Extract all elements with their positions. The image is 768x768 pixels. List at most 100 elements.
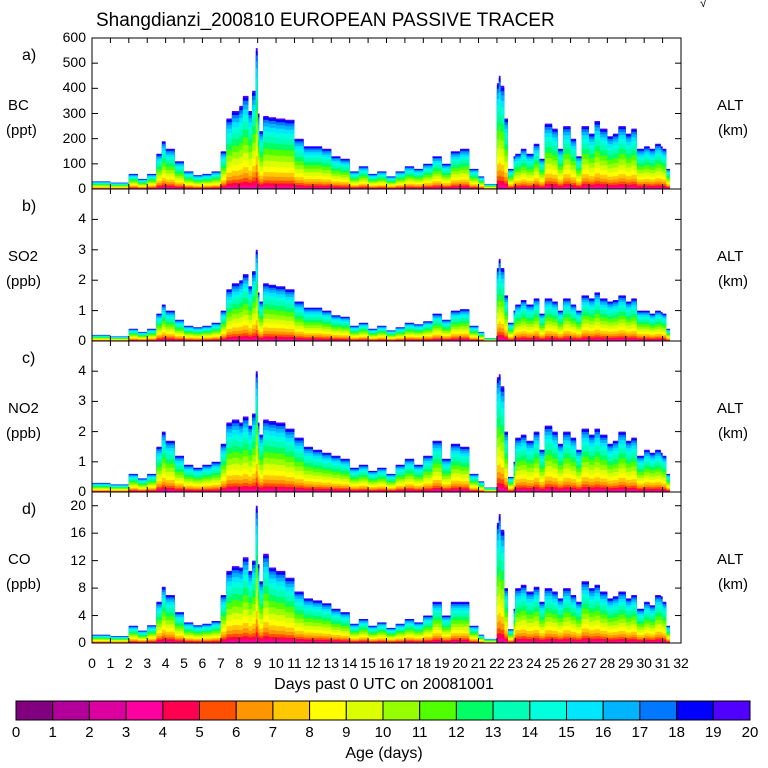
xtick-label-12: 12 [305, 655, 321, 671]
colorbar-swatch-15 [566, 700, 604, 721]
xtick-label-24: 24 [525, 655, 542, 671]
ytick-label-a-2: 200 [62, 129, 86, 146]
colorbar-swatch-17 [639, 700, 678, 721]
xtick-label-30: 30 [636, 655, 652, 671]
xtick-label-9: 9 [253, 655, 262, 671]
ytick-label-a-6: 600 [62, 29, 86, 45]
colorbar-tick-10: 10 [374, 724, 392, 741]
xtick-label-8: 8 [235, 655, 244, 671]
xtick-label-1: 1 [106, 655, 115, 671]
xtick-label-16: 16 [378, 655, 395, 671]
xtick-label-21: 21 [470, 655, 487, 671]
colorbar-tick-19: 19 [704, 724, 722, 741]
ytick-label-a-0: 0 [78, 180, 86, 196]
variable-label-a: BC [8, 97, 29, 114]
ytick-label-d-0: 0 [78, 634, 86, 650]
xtick-label-14: 14 [341, 655, 358, 671]
colorbar-swatch-3 [125, 700, 164, 721]
ytick-label-a-3: 300 [62, 104, 86, 121]
panel-label-a: a) [22, 47, 37, 64]
xtick-label-13: 13 [323, 655, 340, 671]
alt-unit-d: (km) [718, 576, 748, 593]
colorbar-swatch-11 [419, 700, 457, 721]
xtick-label-17: 17 [397, 655, 413, 671]
colorbar-tick-13: 13 [484, 724, 502, 741]
xtick-label-27: 27 [581, 655, 597, 671]
colorbar-tick-6: 6 [232, 724, 241, 741]
colorbar-swatch-16 [602, 700, 641, 721]
colorbar-swatch-6 [235, 700, 274, 721]
alt-label-c: ALT [717, 400, 744, 417]
xtick-label-6: 6 [198, 655, 207, 671]
ytick-label-c-2: 2 [78, 422, 86, 439]
variable-label-c: NO2 [8, 400, 39, 417]
ytick-label-c-1: 1 [78, 452, 86, 469]
unit-label-d: (ppb) [6, 576, 42, 593]
colorbar-tick-4: 4 [158, 724, 167, 741]
ytick-label-d-3: 12 [70, 551, 86, 568]
ytick-label-c-4: 4 [78, 362, 86, 379]
ytick-label-d-4: 16 [70, 524, 86, 541]
xtick-label-20: 20 [452, 655, 468, 671]
colorbar-tick-1: 1 [48, 724, 57, 741]
ytick-label-b-2: 2 [78, 271, 86, 288]
colorbar-tick-17: 17 [631, 724, 649, 741]
colorbar-tick-7: 7 [268, 724, 278, 741]
ytick-label-b-1: 1 [78, 301, 86, 318]
ytick-label-b-0: 0 [78, 332, 86, 348]
colorbar-tick-14: 14 [521, 724, 539, 741]
colorbar-swatch-18 [676, 700, 714, 721]
colorbar-tick-3: 3 [121, 724, 131, 741]
colorbar-swatch-13 [492, 700, 531, 721]
unit-label-b: (ppb) [6, 273, 42, 290]
colorbar-swatch-19 [712, 700, 751, 721]
xtick-label-32: 32 [673, 655, 689, 671]
xtick-label-25: 25 [544, 655, 560, 671]
colorbar-tick-18: 18 [668, 724, 685, 741]
variable-label-d: CO [8, 551, 31, 568]
x-axis-label: Days past 0 UTC on 20081001 [274, 676, 494, 693]
chart-title: Shangdianzi_200810 EUROPEAN PASSIVE TRAC… [96, 10, 555, 31]
xtick-label-4: 4 [161, 655, 170, 671]
unit-label-c: (ppb) [6, 425, 42, 442]
colorbar-swatch-0 [15, 700, 54, 721]
panel-label-b: b) [22, 198, 37, 215]
colorbar-tick-11: 11 [411, 724, 428, 741]
ytick-label-a-1: 100 [62, 154, 86, 171]
xtick-label-18: 18 [415, 655, 432, 671]
alt-unit-a: (km) [718, 122, 748, 139]
xtick-label-15: 15 [360, 655, 376, 671]
colorbar-swatch-4 [162, 700, 201, 721]
alt-unit-c: (km) [718, 425, 748, 442]
alt-label-a: ALT [717, 97, 744, 114]
area-band-d-3 [92, 638, 670, 643]
variable-label-b: SO2 [8, 248, 39, 265]
xtick-label-2: 2 [124, 655, 133, 671]
colorbar-tick-12: 12 [448, 724, 465, 741]
alt-label-b: ALT [717, 248, 744, 265]
colorbar-swatch-1 [52, 700, 90, 721]
panel-label-d: d) [22, 501, 37, 518]
colorbar-tick-9: 9 [342, 724, 351, 741]
ytick-label-b-3: 3 [78, 240, 86, 257]
colorbar-swatch-8 [309, 700, 347, 721]
xtick-label-19: 19 [433, 655, 450, 671]
panel-label-c: c) [22, 350, 36, 367]
xtick-label-22: 22 [489, 655, 505, 671]
xtick-label-5: 5 [180, 655, 188, 671]
xtick-label-11: 11 [287, 655, 302, 671]
xtick-label-28: 28 [599, 655, 616, 671]
unit-label-a: (ppt) [6, 122, 37, 139]
colorbar-swatch-7 [272, 700, 311, 721]
alt-label-d: ALT [717, 551, 744, 568]
ytick-label-c-3: 3 [78, 392, 86, 409]
colorbar-swatch-2 [88, 700, 127, 721]
area-band-a-3 [92, 183, 670, 189]
colorbar-swatch-9 [345, 700, 384, 721]
colorbar-tick-8: 8 [305, 724, 314, 741]
colorbar-tick-5: 5 [195, 724, 204, 741]
ytick-label-c-0: 0 [78, 483, 86, 499]
colorbar-tick-16: 16 [594, 724, 612, 741]
ytick-label-d-5: 20 [70, 496, 86, 513]
